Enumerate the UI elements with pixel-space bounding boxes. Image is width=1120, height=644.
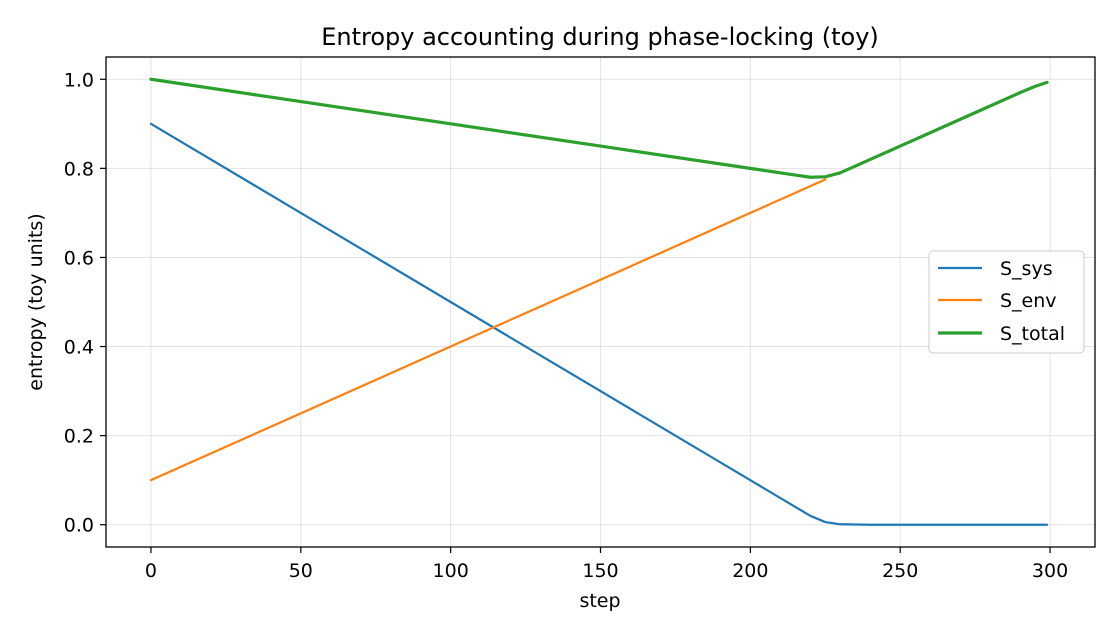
x-axis-label: step	[579, 590, 620, 612]
y-tick-label: 1.0	[64, 69, 94, 91]
y-tick-label: 0.8	[64, 158, 94, 180]
y-tick-label: 0.2	[64, 426, 94, 448]
legend: S_sys S_env S_total	[928, 250, 1085, 354]
x-tick-label: 300	[1032, 560, 1068, 582]
legend-frame	[928, 250, 1085, 354]
x-tick-label: 200	[732, 560, 768, 582]
series-line-s-total	[149, 77, 1049, 179]
series-lines	[149, 77, 1049, 526]
series-line-s-sys	[149, 122, 1049, 526]
y-axis-label: entropy (toy units)	[25, 213, 47, 390]
x-tick-label: 250	[882, 560, 918, 582]
legend-items: S_sys S_env S_total	[938, 258, 1065, 345]
x-tick-label: 150	[582, 560, 618, 582]
legend-label: S_env	[1000, 290, 1057, 312]
y-tick-label: 0.4	[64, 337, 94, 359]
legend-label: S_total	[1000, 323, 1065, 345]
y-tick-label: 0.6	[64, 247, 94, 269]
x-tick-label: 50	[289, 560, 313, 582]
chart-title: Entropy accounting during phase-locking …	[321, 23, 879, 51]
series-line-s-env	[149, 178, 827, 482]
x-tick-label: 100	[433, 560, 469, 582]
axis-ticks: 0 50 100 150 200 250 300 0.0 0.2 0.4 0.6 0.8 1.0	[64, 69, 1068, 582]
x-tick-label: 0	[145, 560, 157, 582]
legend-label: S_sys	[1000, 258, 1053, 280]
y-tick-label: 0.0	[64, 515, 94, 537]
